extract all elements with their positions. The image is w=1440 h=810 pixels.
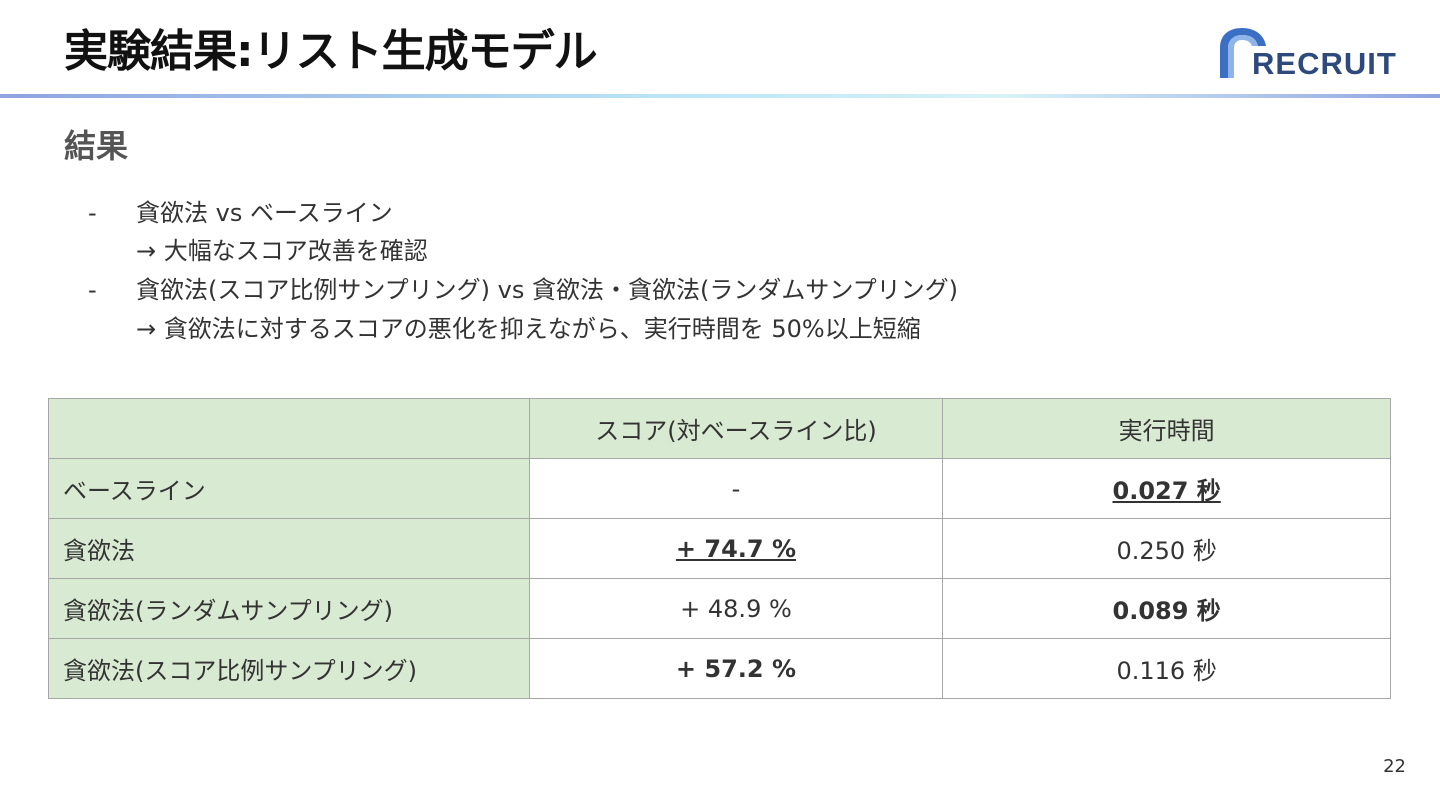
table-row: 貪欲法(スコア比例サンプリング) + 57.2 % 0.116 秒: [48, 638, 1391, 699]
bullet-marker: -: [88, 199, 97, 227]
results-table: スコア(対ベースライン比) 実行時間 ベースライン - 0.027 秒 貪欲法 …: [48, 398, 1391, 699]
score-cell: -: [528, 458, 944, 519]
row-label: 貪欲法(スコア比例サンプリング): [48, 638, 530, 699]
logo-wordmark: RECRUIT: [1252, 46, 1397, 81]
time-cell: 0.116 秒: [942, 638, 1391, 699]
header-cell-time: 実行時間: [942, 398, 1391, 459]
bullet-subtext: → 大幅なスコア改善を確認: [136, 237, 428, 265]
header-cell-empty: [48, 398, 530, 459]
score-cell: + 48.9 %: [528, 578, 944, 639]
time-cell: 0.027 秒: [942, 458, 1391, 519]
table-header-row: スコア(対ベースライン比) 実行時間: [48, 398, 1391, 459]
section-heading: 結果: [64, 127, 129, 165]
bullet-subtext: → 貪欲法に対するスコアの悪化を抑えながら、実行時間を 50%以上短縮: [136, 315, 921, 343]
time-cell: 0.250 秒: [942, 518, 1391, 579]
bullet-text: 貪欲法(スコア比例サンプリング) vs 貪欲法・貪欲法(ランダムサンプリング): [136, 276, 958, 304]
score-cell: + 57.2 %: [528, 638, 944, 699]
table-row: 貪欲法 + 74.7 % 0.250 秒: [48, 518, 1391, 579]
header-divider: [0, 94, 1440, 98]
slide-title: 実験結果:リスト生成モデル: [64, 26, 598, 77]
row-label: 貪欲法(ランダムサンプリング): [48, 578, 530, 639]
time-cell: 0.089 秒: [942, 578, 1391, 639]
recruit-logo: [1220, 28, 1266, 78]
score-cell: + 74.7 %: [528, 518, 944, 579]
bullet-marker: -: [88, 276, 97, 304]
table-row: 貪欲法(ランダムサンプリング) + 48.9 % 0.089 秒: [48, 578, 1391, 639]
row-label: 貪欲法: [48, 518, 530, 579]
page-number: 22: [1383, 756, 1406, 777]
table-row: ベースライン - 0.027 秒: [48, 458, 1391, 519]
header-cell-score: スコア(対ベースライン比): [528, 398, 944, 459]
bullet-text: 貪欲法 vs ベースライン: [136, 199, 393, 227]
row-label: ベースライン: [48, 458, 530, 519]
